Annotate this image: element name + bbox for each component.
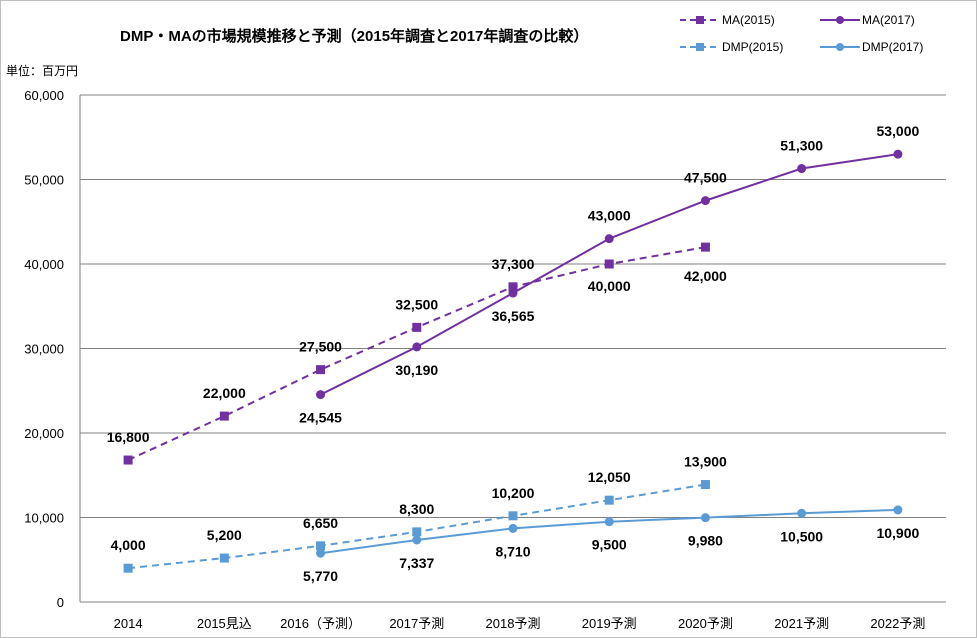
legend-label: DMP(2017): [862, 40, 923, 54]
legend-label: MA(2015): [722, 13, 775, 27]
data-point: [604, 259, 614, 269]
data-label: 30,190: [395, 362, 438, 378]
data-label: 24,545: [299, 410, 342, 426]
data-label: 32,500: [395, 296, 438, 312]
data-point: [508, 523, 518, 533]
legend-item: DMP(2015): [680, 40, 783, 54]
data-point: [604, 495, 614, 505]
data-label: 9,980: [688, 533, 723, 549]
legend-label: DMP(2015): [722, 40, 783, 54]
data-label: 42,000: [684, 268, 727, 284]
x-axis-ticks: 2014 2015見込 2016（予測） 2017予測 2018予測 2019予測 2020…: [114, 616, 926, 631]
data-label: 10,200: [492, 485, 535, 501]
y-tick-label: 30,000: [24, 342, 64, 357]
data-point: [797, 508, 807, 518]
data-point: [412, 535, 422, 545]
data-label: 16,800: [107, 429, 150, 445]
x-tick-label: 2019予測: [582, 616, 637, 631]
data-point: [508, 282, 518, 292]
x-tick-label: 2021予測: [774, 616, 829, 631]
legend-marker: [696, 43, 704, 51]
data-point: [893, 149, 903, 159]
data-point: [316, 390, 326, 400]
legend-marker: [836, 43, 844, 51]
x-tick-label: 2018予測: [486, 616, 541, 631]
y-tick-label: 50,000: [24, 173, 64, 188]
legend-item: DMP(2017): [820, 40, 923, 54]
y-tick-label: 0: [57, 595, 64, 610]
data-label: 13,900: [684, 454, 727, 470]
series-dmp-2015: [123, 480, 710, 573]
data-label: 10,500: [780, 528, 823, 544]
data-label: 22,000: [203, 385, 246, 401]
series-ma-2017: [316, 149, 903, 400]
x-tick-label: 2022予測: [870, 616, 925, 631]
x-tick-label: 2017予測: [389, 616, 444, 631]
data-point: [700, 513, 710, 523]
x-tick-label: 2014: [114, 616, 143, 631]
y-tick-label: 10,000: [24, 511, 64, 526]
data-label: 27,500: [299, 339, 342, 355]
legend-item: MA(2017): [820, 13, 915, 27]
data-label: 4,000: [111, 537, 146, 553]
data-label: 43,000: [588, 208, 631, 224]
data-point: [123, 563, 133, 573]
gridlines: [80, 94, 946, 518]
data-point: [316, 541, 326, 551]
data-label: 5,200: [207, 527, 242, 543]
data-point: [893, 505, 903, 515]
data-point: [412, 322, 422, 332]
x-tick-label: 2016（予測）: [280, 616, 361, 631]
data-label: 36,565: [492, 308, 535, 324]
data-point: [219, 553, 229, 563]
data-label: 7,337: [399, 555, 434, 571]
data-point: [700, 196, 710, 206]
data-label: 8,710: [495, 543, 530, 559]
legend-item: MA(2015): [680, 13, 775, 27]
axes: [79, 95, 946, 603]
data-label: 37,300: [492, 256, 535, 272]
data-label: 8,300: [399, 501, 434, 517]
legend-label: MA(2017): [862, 13, 915, 27]
y-axis-ticks: 0 10,000 20,000 30,000 40,000 50,000 60,000: [24, 88, 64, 610]
legend-marker: [696, 16, 704, 24]
data-label: 51,300: [780, 138, 823, 154]
series-layer: [123, 149, 903, 573]
data-point: [700, 242, 710, 252]
data-label: 10,900: [876, 525, 919, 541]
series-dmp-2017: [316, 505, 903, 558]
unit-label: 単位：百万円: [6, 63, 78, 78]
y-tick-label: 40,000: [24, 257, 64, 272]
series-line: [320, 153, 899, 396]
data-point: [508, 511, 518, 521]
data-label: 40,000: [588, 278, 631, 294]
x-tick-label: 2015見込: [197, 616, 252, 631]
legend: MA(2015) MA(2017) DMP(2015) DMP(2017): [680, 13, 923, 54]
data-label: 9,500: [592, 537, 627, 553]
data-label: 6,650: [303, 515, 338, 531]
legend-marker: [836, 16, 844, 24]
data-label: 47,500: [684, 170, 727, 186]
data-point: [700, 480, 710, 490]
series-ma-2015: [123, 242, 710, 465]
data-point: [219, 411, 229, 421]
data-label: 5,770: [303, 568, 338, 584]
data-point: [412, 527, 422, 537]
x-tick-label: 2020予測: [678, 616, 733, 631]
data-label: 53,000: [876, 123, 919, 139]
data-point: [604, 517, 614, 527]
data-point: [412, 342, 422, 352]
data-labels: 16,800 22,000 27,500 32,500 37,300 40,000 42,0…: [107, 123, 920, 584]
data-point: [604, 234, 614, 244]
chart-title: DMP・MAの市場規模推移と予測（2015年調査と2017年調査の比較）: [120, 27, 588, 45]
data-point: [123, 455, 133, 465]
data-point: [316, 548, 326, 558]
data-label: 12,050: [588, 469, 631, 485]
y-tick-label: 20,000: [24, 426, 64, 441]
data-point: [508, 288, 518, 298]
data-point: [797, 164, 807, 174]
y-tick-label: 60,000: [24, 88, 64, 103]
data-point: [316, 365, 326, 375]
